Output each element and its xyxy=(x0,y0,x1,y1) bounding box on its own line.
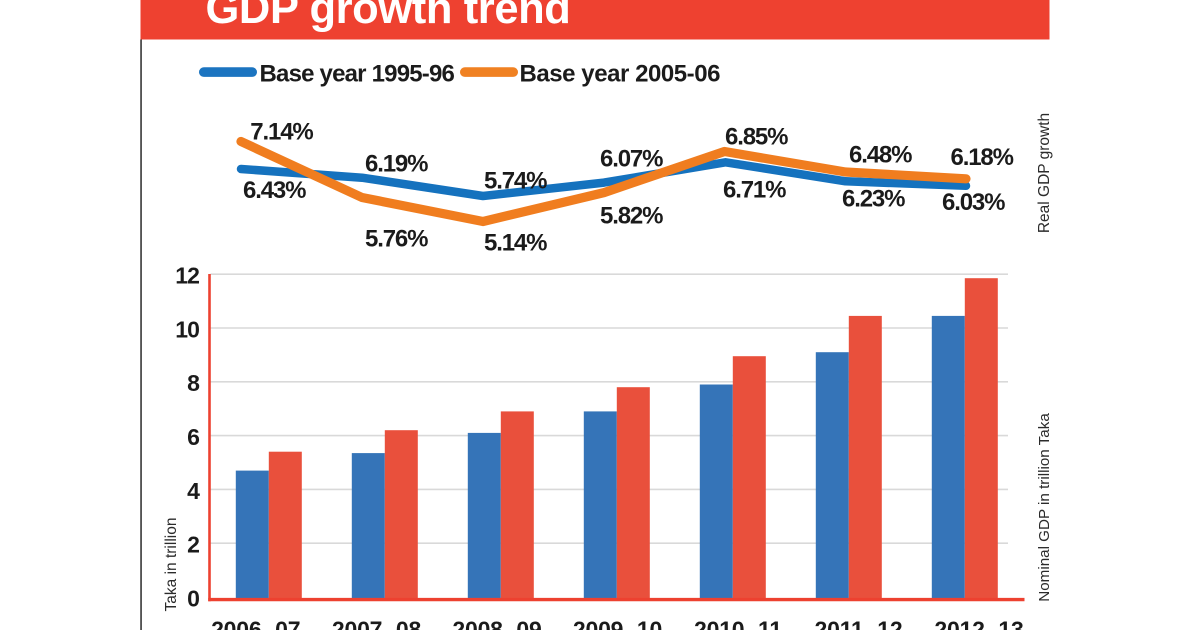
svg-text:10: 10 xyxy=(175,316,199,342)
svg-text:6.48%: 6.48% xyxy=(849,142,912,169)
svg-text:2010 -11: 2010 -11 xyxy=(694,617,782,630)
svg-text:5.76%: 5.76% xyxy=(365,226,428,253)
svg-text:2006 -07: 2006 -07 xyxy=(211,617,300,630)
svg-text:Nominal GDP in trillion Taka: Nominal GDP in trillion Taka xyxy=(1036,413,1053,602)
svg-text:6.85%: 6.85% xyxy=(725,124,788,151)
svg-text:5.14%: 5.14% xyxy=(484,230,547,257)
svg-text:6.23%: 6.23% xyxy=(842,186,905,213)
svg-text:6.43%: 6.43% xyxy=(243,177,306,204)
svg-text:5.74%: 5.74% xyxy=(484,168,547,195)
svg-text:6.19%: 6.19% xyxy=(365,151,428,178)
svg-text:0: 0 xyxy=(187,585,199,611)
svg-text:GDP growth trend: GDP growth trend xyxy=(206,0,571,33)
svg-text:6.18%: 6.18% xyxy=(951,144,1014,171)
svg-text:6.07%: 6.07% xyxy=(600,146,663,173)
svg-text:2008 -09: 2008 -09 xyxy=(452,617,541,630)
svg-text:2: 2 xyxy=(187,532,199,558)
svg-text:Taka in trillion: Taka in trillion xyxy=(163,518,180,612)
svg-text:5.82%: 5.82% xyxy=(600,203,663,230)
svg-text:Real GDP growth: Real GDP growth xyxy=(1036,113,1053,233)
svg-text:12: 12 xyxy=(175,263,199,289)
svg-text:2007 -08: 2007 -08 xyxy=(332,617,422,630)
svg-text:8: 8 xyxy=(187,370,200,396)
svg-text:6.03%: 6.03% xyxy=(942,189,1005,216)
svg-text:Base year 1995-96: Base year 1995-96 xyxy=(260,61,455,88)
svg-text:7.14%: 7.14% xyxy=(250,119,313,146)
svg-text:2012 -13: 2012 -13 xyxy=(934,617,1023,630)
svg-text:2009 -10: 2009 -10 xyxy=(573,617,662,630)
svg-text:2011 -12: 2011 -12 xyxy=(815,617,903,630)
svg-text:6: 6 xyxy=(187,424,199,450)
svg-text:6.71%: 6.71% xyxy=(723,177,786,204)
svg-text:Base year 2005-06: Base year 2005-06 xyxy=(520,61,721,88)
svg-text:4: 4 xyxy=(187,478,200,504)
